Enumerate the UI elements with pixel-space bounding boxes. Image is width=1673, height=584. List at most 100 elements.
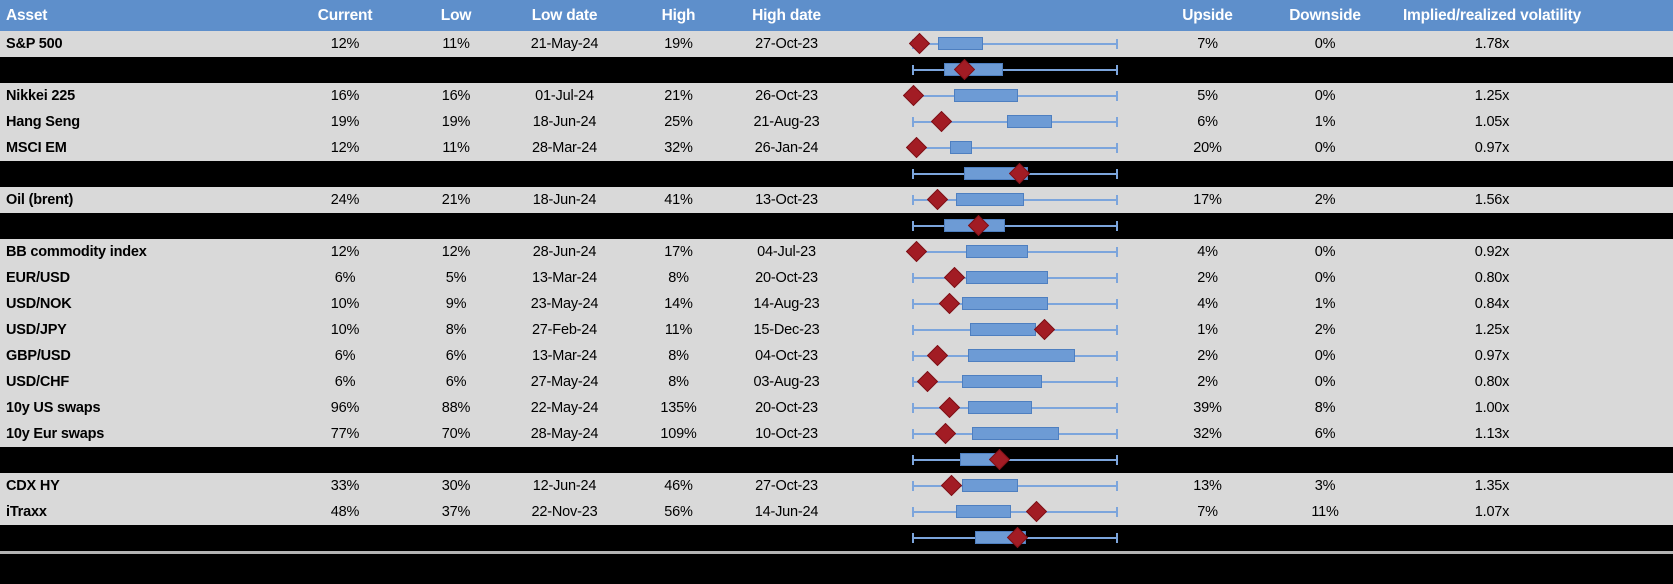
whisker-right-tick bbox=[1116, 403, 1118, 413]
high-date-value: 04-Jul-23 bbox=[757, 244, 816, 260]
current-marker-diamond bbox=[926, 188, 949, 211]
range-box bbox=[972, 427, 1059, 440]
current-marker-diamond bbox=[1033, 318, 1055, 341]
current-marker-diamond bbox=[905, 240, 927, 263]
asset-label: iTraxx bbox=[6, 504, 47, 520]
range-boxplot bbox=[833, 291, 1130, 317]
current-marker-diamond bbox=[926, 344, 949, 367]
range-box bbox=[968, 401, 1032, 414]
whisker-left-tick bbox=[912, 351, 914, 361]
low-value: 70% bbox=[441, 426, 471, 442]
low-date-value: 01-Jul-24 bbox=[535, 88, 594, 104]
implied-realized-value: 0.84x bbox=[1474, 296, 1510, 312]
high-date-value: 20-Oct-23 bbox=[755, 400, 818, 416]
upside-value: 13% bbox=[1193, 478, 1222, 494]
upside-value: 39% bbox=[1193, 400, 1222, 416]
downside-value: 0% bbox=[1314, 36, 1336, 52]
upside-value: 2% bbox=[1197, 374, 1218, 390]
downside-value: 0% bbox=[1314, 374, 1336, 390]
implied-realized-value: 1.25x bbox=[1474, 88, 1510, 104]
downside-value: 3% bbox=[1314, 478, 1336, 494]
current-value: 10% bbox=[330, 322, 360, 338]
range-boxplot bbox=[833, 525, 1130, 551]
high-date-value: 14-Jun-24 bbox=[754, 504, 819, 520]
upside-value: 5% bbox=[1197, 88, 1218, 104]
range-box bbox=[1007, 115, 1053, 128]
whisker-left-tick bbox=[912, 403, 914, 413]
current-value: 6% bbox=[334, 270, 356, 286]
upside-value: 4% bbox=[1197, 244, 1218, 260]
low-value: 6% bbox=[445, 374, 467, 390]
col-header-current: Current bbox=[317, 6, 373, 24]
range-box bbox=[962, 297, 1049, 310]
range-box bbox=[966, 271, 1049, 284]
low-date-value: 22-Nov-23 bbox=[531, 504, 598, 520]
current-marker-diamond bbox=[1025, 500, 1047, 523]
high-value: 17% bbox=[664, 244, 693, 260]
downside-value: 2% bbox=[1314, 322, 1336, 338]
whisker-right-tick bbox=[1116, 169, 1118, 179]
whisker-left-tick bbox=[912, 377, 914, 387]
downside-value: 0% bbox=[1314, 140, 1336, 156]
range-box bbox=[970, 323, 1036, 336]
low-value: 21% bbox=[441, 192, 471, 208]
upside-value: 6% bbox=[1197, 114, 1218, 130]
high-date-value: 21-Aug-23 bbox=[753, 114, 820, 130]
low-value: 11% bbox=[442, 36, 470, 52]
low-date-value: 13-Mar-24 bbox=[531, 348, 598, 364]
range-boxplot bbox=[833, 395, 1130, 421]
table-row: Hang Seng 19% 19% 18-Jun-24 25% 21-Aug-2… bbox=[0, 109, 1673, 135]
separator-row bbox=[0, 447, 1673, 473]
range-boxplot bbox=[833, 265, 1130, 291]
low-date-value: 21-May-24 bbox=[530, 36, 599, 52]
high-value: 32% bbox=[664, 140, 693, 156]
table-row: Oil (brent) 24% 21% 18-Jun-24 41% 13-Oct… bbox=[0, 187, 1673, 213]
current-marker-diamond bbox=[931, 110, 953, 133]
asset-label: USD/NOK bbox=[6, 296, 72, 312]
table-row: EUR/USD 6% 5% 13-Mar-24 8% 20-Oct-23 2% … bbox=[0, 265, 1673, 291]
whisker-line bbox=[913, 459, 1118, 461]
high-date-value: 26-Oct-23 bbox=[755, 88, 818, 104]
whisker-left-tick bbox=[912, 455, 914, 465]
range-boxplot bbox=[833, 447, 1130, 473]
low-value: 30% bbox=[441, 478, 471, 494]
asset-label: Hang Seng bbox=[6, 114, 80, 130]
whisker-right-tick bbox=[1116, 91, 1118, 101]
high-value: 56% bbox=[664, 504, 693, 520]
low-value: 37% bbox=[441, 504, 471, 520]
table-row: Nikkei 225 16% 16% 01-Jul-24 21% 26-Oct-… bbox=[0, 83, 1673, 109]
implied-realized-value: 1.78x bbox=[1474, 36, 1510, 52]
low-value: 19% bbox=[441, 114, 471, 130]
current-value: 6% bbox=[334, 348, 356, 364]
col-header-low-date: Low date bbox=[531, 6, 598, 24]
asset-label: S&P 500 bbox=[6, 36, 63, 52]
whisker-right-tick bbox=[1116, 325, 1118, 335]
whisker-right-tick bbox=[1116, 533, 1118, 543]
upside-value: 7% bbox=[1197, 504, 1218, 520]
asset-label: Oil (brent) bbox=[6, 192, 74, 208]
table-row: iTraxx 48% 37% 22-Nov-23 56% 14-Jun-24 7… bbox=[0, 499, 1673, 525]
high-date-value: 26-Jan-24 bbox=[754, 140, 819, 156]
whisker-right-tick bbox=[1116, 195, 1118, 205]
implied-realized-value: 1.35x bbox=[1474, 478, 1510, 494]
high-date-value: 27-Oct-23 bbox=[755, 478, 818, 494]
col-header-high: High bbox=[661, 6, 696, 24]
range-boxplot bbox=[833, 239, 1130, 265]
whisker-left-tick bbox=[912, 325, 914, 335]
range-boxplot bbox=[833, 83, 1130, 109]
current-value: 96% bbox=[330, 400, 360, 416]
implied-realized-value: 1.07x bbox=[1474, 504, 1510, 520]
range-boxplot bbox=[833, 213, 1130, 239]
high-value: 8% bbox=[668, 270, 689, 286]
whisker-left-tick bbox=[912, 299, 914, 309]
current-marker-diamond bbox=[939, 292, 961, 315]
asset-label: 10y Eur swaps bbox=[6, 426, 105, 442]
current-value: 12% bbox=[330, 36, 360, 52]
downside-value: 0% bbox=[1314, 348, 1336, 364]
whisker-line bbox=[913, 69, 1118, 71]
separator-row bbox=[0, 213, 1673, 239]
whisker-right-tick bbox=[1116, 455, 1118, 465]
range-box bbox=[966, 245, 1028, 258]
whisker-right-tick bbox=[1116, 377, 1118, 387]
